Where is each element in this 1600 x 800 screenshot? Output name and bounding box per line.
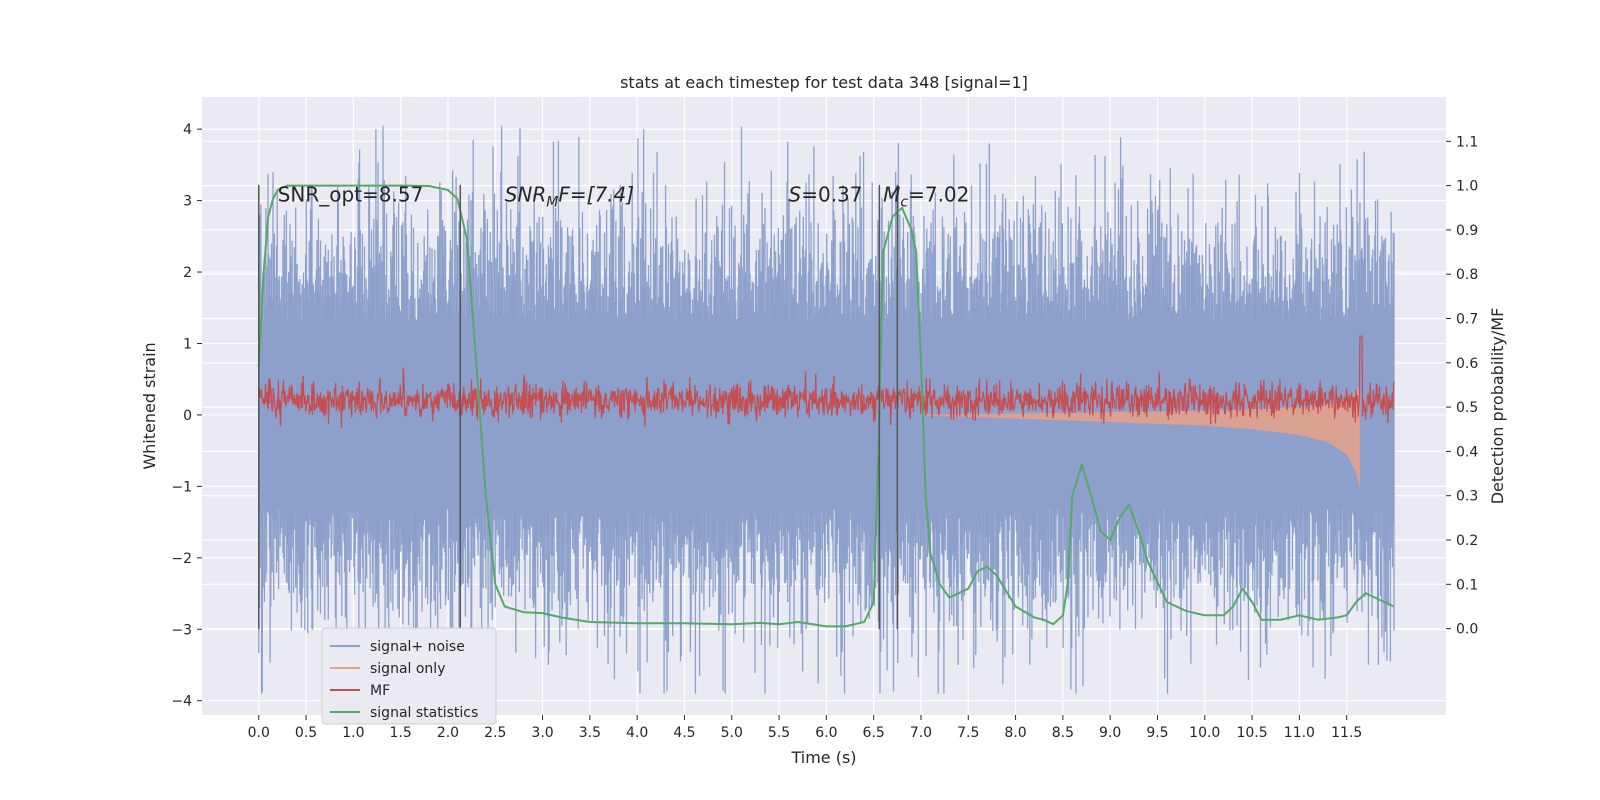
right-tick-label: 0.9 (1456, 223, 1478, 239)
chart-title: stats at each timestep for test data 348… (620, 73, 1028, 92)
left-tick-label: 3 (183, 194, 192, 210)
left-tick-label: 4 (183, 122, 192, 138)
x-tick-label: 7.0 (910, 725, 932, 741)
legend-box (321, 627, 497, 725)
legend: signal+ noise signal only MF signal statist… (321, 627, 497, 725)
x-tick-label: 10.0 (1189, 725, 1220, 741)
mf-series (258, 335, 1395, 428)
legend-label: signal+ noise (370, 639, 465, 655)
legend-label: signal statistics (370, 705, 478, 721)
x-tick-label: 3.0 (531, 725, 553, 741)
x-tick-label: 6.0 (815, 725, 837, 741)
left-y-axis-ticks: −4 −3 −2 −1 0 1 2 3 4 (171, 122, 202, 710)
x-tick-label: 1.5 (390, 725, 412, 741)
x-tick-label: 11.0 (1284, 725, 1315, 741)
annotation-text: SNRMF=[7.4] (505, 182, 634, 210)
vertical-lines (258, 184, 899, 630)
x-tick-label: 6.5 (863, 725, 885, 741)
right-tick-label: 1.1 (1456, 134, 1478, 150)
x-tick-label: 4.0 (626, 725, 648, 741)
right-tick-label: 0.5 (1456, 400, 1478, 416)
left-tick-label: −3 (171, 622, 192, 638)
left-tick-label: 2 (183, 265, 192, 281)
x-tick-label: 0.5 (295, 725, 317, 741)
x-axis-label: Time (s) (790, 748, 856, 767)
x-tick-label: 7.5 (957, 725, 979, 741)
x-tick-label: 4.5 (673, 725, 695, 741)
left-tick-label: 0 (183, 408, 192, 424)
right-y-axis-ticks: 0.0 0.1 0.2 0.3 0.4 0.5 0.6 0.7 0.8 0.9 1.0 1.1 (1446, 134, 1478, 638)
x-tick-label: 0.0 (248, 725, 270, 741)
x-tick-label: 9.0 (1099, 725, 1121, 741)
annotation-text: Mc=7.02 (883, 182, 969, 210)
left-y-axis-label: Whitened strain (140, 342, 159, 469)
x-tick-label: 8.0 (1004, 725, 1026, 741)
series-layer (257, 125, 1395, 694)
right-tick-label: 0.0 (1456, 622, 1478, 638)
right-tick-label: 0.4 (1456, 444, 1478, 460)
x-tick-label: 2.0 (437, 725, 459, 741)
x-tick-label: 3.5 (579, 725, 601, 741)
x-tick-label: 5.5 (768, 725, 790, 741)
right-tick-label: 0.8 (1456, 267, 1478, 283)
x-tick-label: 11.5 (1331, 725, 1362, 741)
left-tick-label: −2 (171, 551, 192, 567)
x-tick-label: 8.5 (1052, 725, 1074, 741)
annotation-text: SNR_opt=8.57 (278, 182, 424, 206)
annotations: SNR_opt=8.57 SNRMF=[7.4] S=0.37 Mc=7.02 (278, 182, 970, 210)
right-tick-label: 0.6 (1456, 356, 1478, 372)
x-tick-label: 10.5 (1236, 725, 1267, 741)
right-tick-label: 0.3 (1456, 489, 1478, 505)
right-tick-label: 0.2 (1456, 533, 1478, 549)
left-tick-label: 1 (183, 336, 192, 352)
annotation-text: S=0.37 (789, 182, 863, 206)
left-tick-label: −4 (171, 694, 192, 710)
right-tick-label: 0.7 (1456, 312, 1478, 328)
right-tick-label: 1.0 (1456, 179, 1478, 195)
x-axis-ticks: 0.0 0.5 1.0 1.5 2.0 2.5 3.0 3.5 4.0 4.5 5.0 5.5 6.0 6… (248, 715, 1362, 741)
left-tick-label: −1 (171, 479, 192, 495)
signal-statistics-series (257, 184, 1395, 628)
right-tick-label: 0.1 (1456, 577, 1478, 593)
x-tick-label: 9.5 (1146, 725, 1168, 741)
x-tick-label: 5.0 (721, 725, 743, 741)
legend-label: signal only (370, 661, 445, 677)
x-tick-label: 1.0 (342, 725, 364, 741)
right-y-axis-label: Detection probability/MF (1488, 308, 1507, 505)
legend-label: MF (370, 683, 390, 699)
x-tick-label: 2.5 (484, 725, 506, 741)
